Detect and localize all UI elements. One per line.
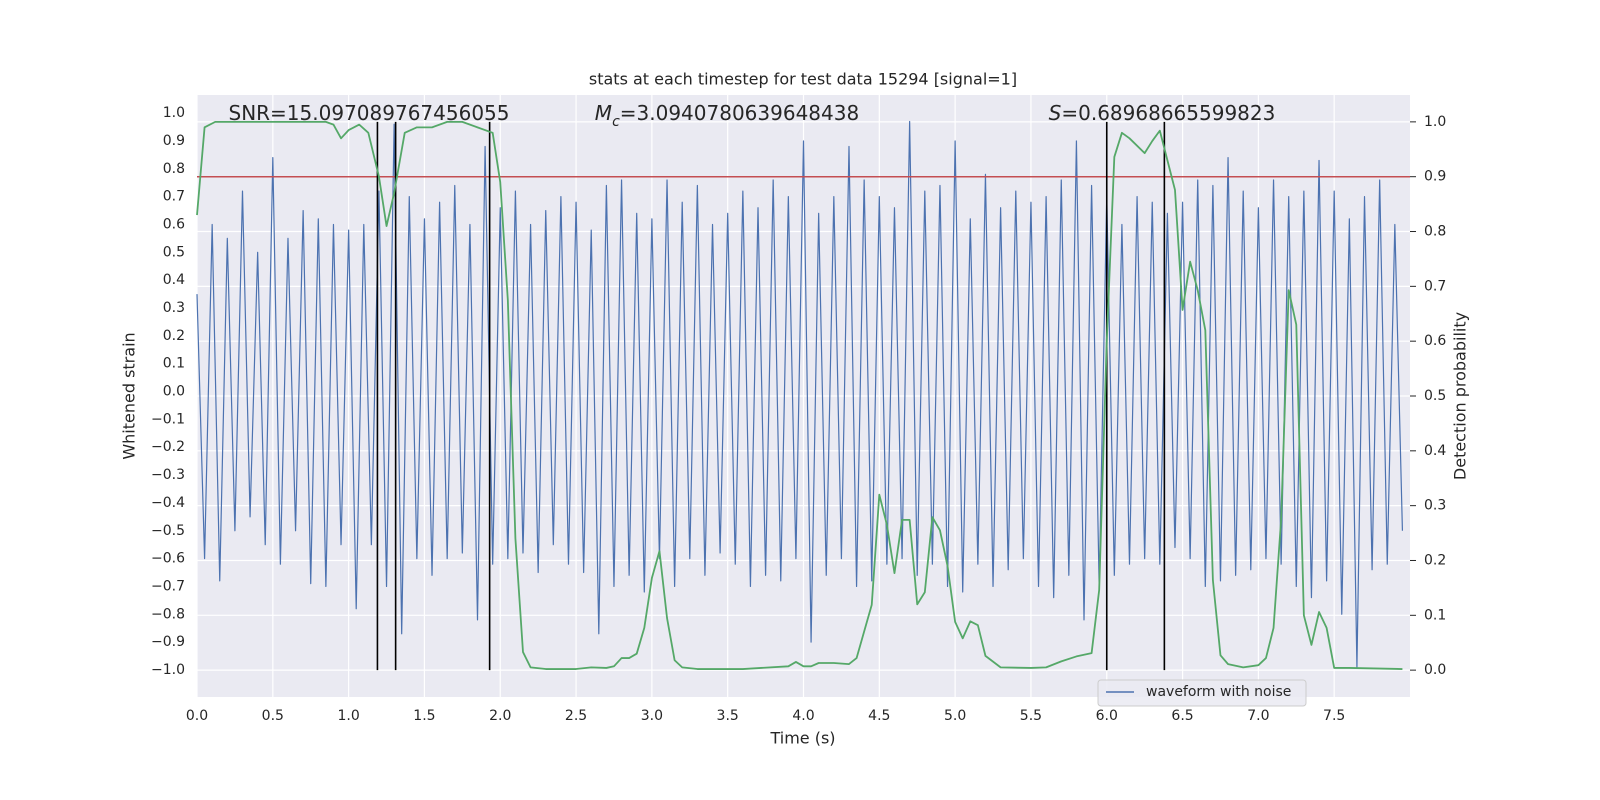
series-line [196,120,1404,668]
y2-tick-label: 0.9 [1424,169,1446,185]
y-tick-label: 0.4 [163,272,185,288]
y-axis-label: Whitened strain [120,332,139,459]
x-tick-label: 4.0 [792,708,814,724]
legend: waveform with noise [1097,679,1307,707]
x-tick-label: 7.5 [1323,708,1345,724]
x-tick-label: 1.5 [413,708,435,724]
y-tick-label: −0.3 [151,467,185,483]
x-tick-label: 6.5 [1171,708,1193,724]
chart-title: stats at each timestep for test data 152… [589,70,1017,89]
x-tick-label: 0.5 [262,708,284,724]
plot-layer [196,120,1410,671]
x-tick-label: 7.0 [1247,708,1269,724]
annotation-part: =3.0940780639648438 [620,101,859,125]
y2-tick-label: 0.6 [1424,333,1446,349]
x-tick-label: 0.0 [186,708,208,724]
y-tick-label: −0.7 [151,578,185,594]
y-tick-label: 0.0 [163,384,185,400]
y-tick-label: 0.6 [163,216,185,232]
y-tick-label: 1.0 [163,105,185,121]
x-tick-label: 3.5 [717,708,739,724]
annotation: S=0.68968665599823 [1049,101,1276,125]
y2-tick-label: 0.3 [1424,498,1446,514]
x-axis-label: Time (s) [769,729,835,748]
y2-tick-label: 0.4 [1424,443,1446,459]
x-tick-label: 5.0 [944,708,966,724]
x-tick-label: 6.0 [1096,708,1118,724]
annotation-part: c [612,114,620,130]
legend-box [1097,679,1307,707]
y-tick-label: 0.9 [163,133,185,149]
y-tick-label: 0.7 [163,189,185,205]
y-tick-label: 0.3 [163,300,185,316]
y2-tick-label: 0.7 [1424,278,1446,294]
x-tick-label: 5.5 [1020,708,1042,724]
annotation-part: M [595,101,612,125]
y-tick-label: −0.1 [151,411,185,427]
y-tick-label: −0.6 [151,551,185,567]
y-tick-label: −0.4 [151,495,185,511]
annotation: Mc=3.0940780639648438 [595,101,859,131]
y2-tick-label: 0.5 [1424,388,1446,404]
y-tick-label: 0.8 [163,161,185,177]
x-tick-label: 1.0 [337,708,359,724]
annotation-part: S [1049,101,1062,125]
grid [196,95,1410,697]
y-tick-label: 0.2 [163,328,185,344]
legend-label: waveform with noise [1146,684,1291,700]
y-tick-label: 0.5 [163,244,185,260]
annotation-part: SNR=15.097089767456055 [229,101,510,125]
x-tick-label: 2.5 [565,708,587,724]
y2-tick-label: 1.0 [1424,114,1446,130]
y2-tick-label: 0.0 [1424,662,1446,678]
y2-tick-label: 0.1 [1424,607,1446,623]
series-line [196,120,1403,670]
y-tick-label: −0.5 [151,523,185,539]
x-tick-label: 3.0 [641,708,663,724]
x-tick-label: 2.0 [489,708,511,724]
y2-axis-label: Detection probability [1451,312,1470,480]
y2-tick-label: 0.2 [1424,552,1446,568]
y-tick-label: −0.8 [151,606,185,622]
annotation: SNR=15.097089767456055 [229,101,510,125]
x-tick-label: 4.5 [868,708,890,724]
y-tick-label: −0.2 [151,439,185,455]
y-tick-label: 0.1 [163,356,185,372]
y-tick-label: −1.0 [151,662,185,678]
y2-tick-label: 0.8 [1424,224,1446,240]
annotation-part: =0.68968665599823 [1061,101,1275,125]
y-tick-label: −0.9 [151,634,185,650]
